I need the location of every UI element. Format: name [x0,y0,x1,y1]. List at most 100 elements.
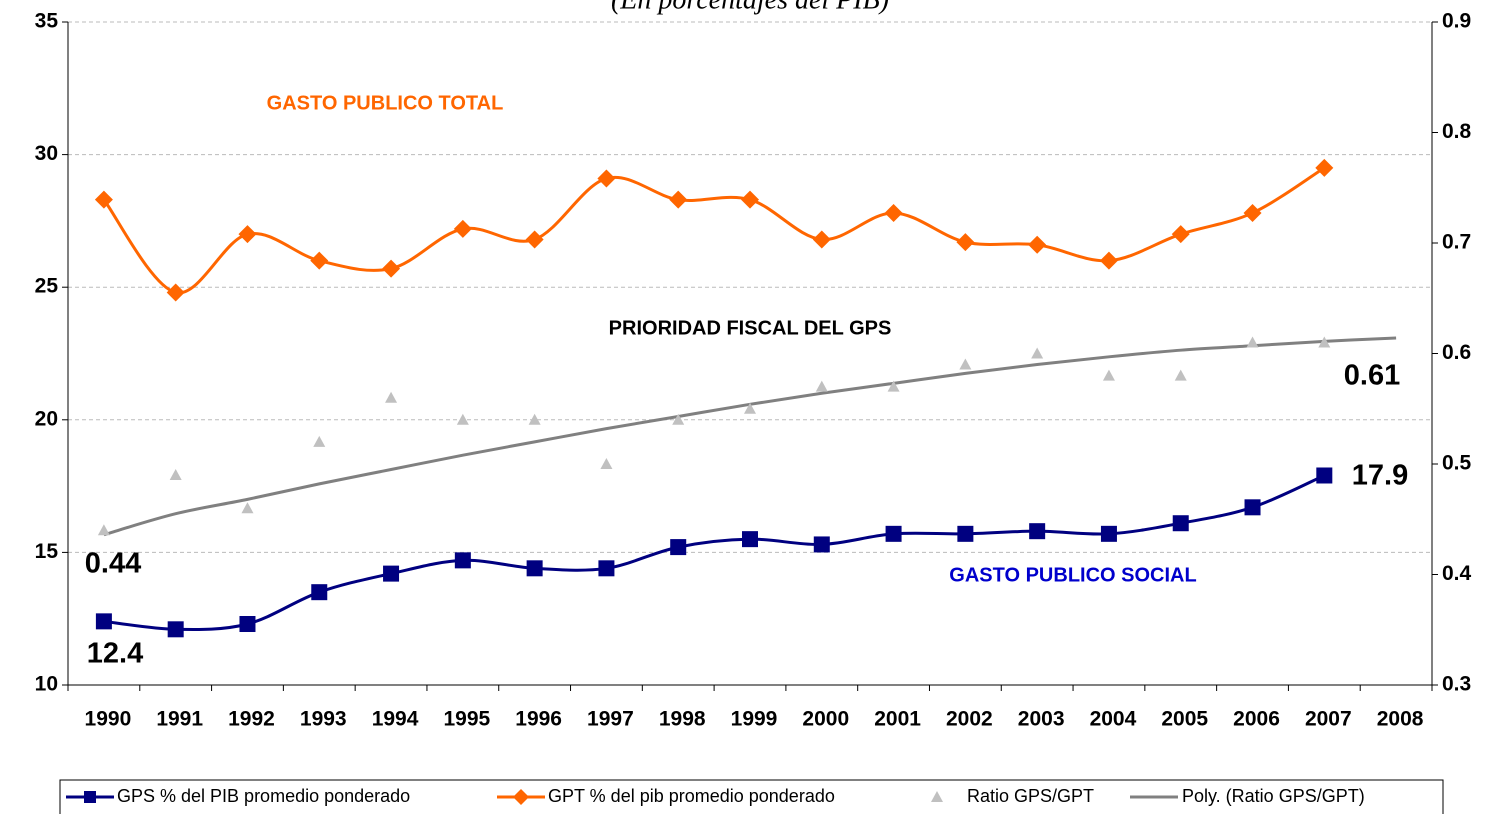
marker [813,536,830,553]
x-tick-label: 1993 [300,708,347,731]
annotation: 0.61 [1344,360,1400,392]
marker [385,391,398,403]
marker [167,621,184,638]
annotation: GASTO PUBLICO SOCIAL [949,564,1196,586]
marker [310,251,329,270]
annotation: 12.4 [87,638,143,670]
marker [669,190,688,209]
legend-label: Poly. (Ratio GPS/GPT) [1182,786,1365,806]
y-tick-label: 15 [35,540,59,563]
marker [742,531,758,548]
legend-marker [931,791,943,802]
marker [1318,336,1331,348]
x-tick-label: 2007 [1305,708,1352,731]
x-tick-label: 1992 [228,708,275,731]
marker [238,225,257,244]
marker [1243,203,1262,222]
marker [956,233,975,252]
series-line [102,166,1326,295]
legend-label: GPT % del pib promedio ponderado [548,786,835,806]
marker [884,203,903,222]
y2-tick-label: 0.6 [1442,341,1471,364]
marker [598,560,615,577]
marker [597,169,616,188]
marker [97,524,110,536]
legend: GPS % del PIB promedio ponderado GPT % d… [66,786,1365,806]
y-tick-label: 25 [35,275,59,298]
marker [169,469,182,481]
marker [1099,251,1118,270]
marker [1244,499,1261,516]
legend-label: GPS % del PIB promedio ponderado [117,786,410,806]
marker [812,230,831,249]
marker [1174,369,1187,381]
legend-box [59,779,1444,814]
marker [94,190,113,209]
y-tick-label: 30 [35,142,58,165]
marker [383,565,400,582]
annotation: 17.9 [1352,460,1408,492]
marker [382,259,401,278]
marker [957,525,974,542]
marker [528,413,541,425]
x-tick-label: 1991 [156,708,203,731]
x-tick-label: 1999 [731,708,778,731]
x-tick-label: 2006 [1233,708,1280,731]
marker [885,525,902,542]
marker [311,584,328,601]
marker [1102,369,1115,381]
marker [600,458,613,469]
marker [453,219,472,238]
series-line [103,336,1397,537]
marker [672,413,685,425]
marker [313,435,326,447]
y2-tick-label: 0.9 [1442,10,1471,33]
x-tick-label: 2001 [874,708,921,731]
marker [1031,347,1044,359]
y2-tick-label: 0.7 [1442,231,1471,254]
y2-tick-label: 0.8 [1442,120,1472,143]
y2-tick-label: 0.3 [1442,673,1471,696]
annotation: PRIORIDAD FISCAL DEL GPS [609,317,892,339]
marker [241,502,254,514]
y2-tick-label: 0.5 [1442,452,1472,475]
x-tick-label: 2000 [802,708,849,731]
marker [1315,158,1334,177]
x-tick-label: 2005 [1161,708,1208,731]
y-tick-label: 20 [35,407,58,430]
marker [456,413,469,425]
marker [741,190,759,209]
marker [670,539,687,556]
x-tick-label: 1998 [659,708,706,731]
marker [454,552,471,569]
x-tick-label: 1990 [85,708,132,731]
marker [1100,525,1117,542]
x-tick-label: 2002 [946,708,993,731]
annotation: 0.44 [85,548,141,580]
marker [95,613,112,630]
marker [526,560,543,577]
chart-subtitle: (En porcentajes del PIB) [611,0,889,15]
marker [815,380,828,392]
y2-tick-label: 0.4 [1442,562,1472,585]
marker [1316,467,1333,484]
marker [744,402,756,414]
x-tick-label: 1994 [372,708,419,731]
marker [1171,225,1190,244]
marker [1029,523,1046,540]
legend-label: Ratio GPS/GPT [967,786,1094,806]
x-tick-label: 2004 [1090,708,1137,731]
legend-marker [84,791,96,803]
marker [1028,235,1047,254]
annotation: GASTO PUBLICO TOTAL [267,92,504,114]
x-tick-label: 2003 [1018,708,1065,731]
x-tick-label: 1997 [587,708,634,731]
marker [887,380,900,392]
y-tick-label: 35 [35,10,59,33]
x-tick-label: 1995 [443,708,490,731]
marker [525,230,544,249]
marker [166,283,185,302]
y-tick-label: 10 [35,673,58,696]
marker [1246,336,1259,348]
legend-marker [513,789,529,805]
